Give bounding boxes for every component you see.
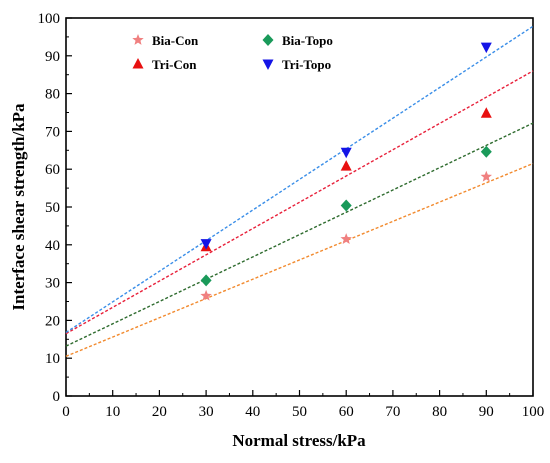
x-tick-label: 20 bbox=[152, 404, 167, 420]
legend-label-bia-topo: Bia-Topo bbox=[282, 33, 333, 48]
point-bia-con bbox=[200, 289, 212, 301]
x-tick-label: 0 bbox=[62, 404, 70, 420]
legend-marker-bia-con bbox=[132, 34, 144, 45]
x-tick-label: 10 bbox=[105, 404, 120, 420]
point-tri-con bbox=[340, 160, 352, 171]
fit-line-tri-topo bbox=[65, 25, 534, 334]
fit-line-tri-con bbox=[65, 70, 534, 335]
y-tick-label: 100 bbox=[38, 11, 61, 27]
plot-frame bbox=[65, 17, 534, 397]
x-tick-label: 100 bbox=[522, 404, 545, 420]
x-tick-label: 40 bbox=[245, 404, 260, 420]
point-tri-topo bbox=[200, 239, 212, 250]
legend-marker-tri-con bbox=[132, 58, 144, 69]
fit-line-bia-con bbox=[65, 162, 534, 357]
x-axis-label: Normal stress/kPa bbox=[232, 431, 366, 450]
y-tick-label: 40 bbox=[45, 238, 60, 254]
x-tick-label: 90 bbox=[479, 404, 494, 420]
legend-label-bia-con: Bia-Con bbox=[152, 33, 199, 48]
x-tick-label: 70 bbox=[385, 404, 400, 420]
y-tick-label: 30 bbox=[45, 276, 60, 292]
point-tri-topo bbox=[340, 147, 352, 159]
point-tri-con bbox=[480, 107, 492, 118]
legend: Bia-Con Bia-Topo Tri-Con Tri-Topo bbox=[132, 33, 333, 72]
point-bia-topo bbox=[200, 274, 212, 287]
legend-label-tri-topo: Tri-Topo bbox=[282, 57, 331, 72]
y-tick-label: 90 bbox=[45, 49, 60, 65]
point-bia-con bbox=[340, 233, 352, 244]
data-points bbox=[200, 42, 493, 301]
y-tick-label: 10 bbox=[45, 351, 60, 367]
fit-line-bia-topo bbox=[65, 122, 534, 347]
point-bia-topo bbox=[480, 145, 492, 158]
y-axis-ticks: 0 10 20 30 40 50 60 70 80 90 100 bbox=[38, 11, 72, 405]
y-tick-label: 70 bbox=[45, 124, 60, 140]
x-tick-label: 30 bbox=[199, 404, 214, 420]
legend-marker-bia-topo bbox=[262, 34, 274, 46]
y-tick-label: 50 bbox=[45, 200, 60, 216]
point-bia-topo bbox=[340, 199, 352, 212]
y-axis-label: Interface shear strength/kPa bbox=[9, 103, 28, 311]
y-tick-label: 60 bbox=[45, 162, 60, 178]
x-tick-label: 80 bbox=[432, 404, 447, 420]
y-tick-label: 20 bbox=[45, 313, 60, 329]
point-bia-con bbox=[480, 170, 493, 182]
x-tick-label: 50 bbox=[292, 404, 307, 420]
legend-label-tri-con: Tri-Con bbox=[152, 57, 197, 72]
fit-lines bbox=[65, 25, 534, 357]
x-tick-label: 60 bbox=[339, 404, 354, 420]
y-tick-label: 0 bbox=[53, 389, 61, 405]
point-tri-topo bbox=[480, 42, 492, 54]
y-tick-label: 80 bbox=[45, 87, 60, 103]
legend-marker-tri-topo bbox=[262, 59, 274, 70]
x-axis-ticks: 0 10 20 30 40 50 60 70 80 90 100 bbox=[62, 390, 544, 420]
